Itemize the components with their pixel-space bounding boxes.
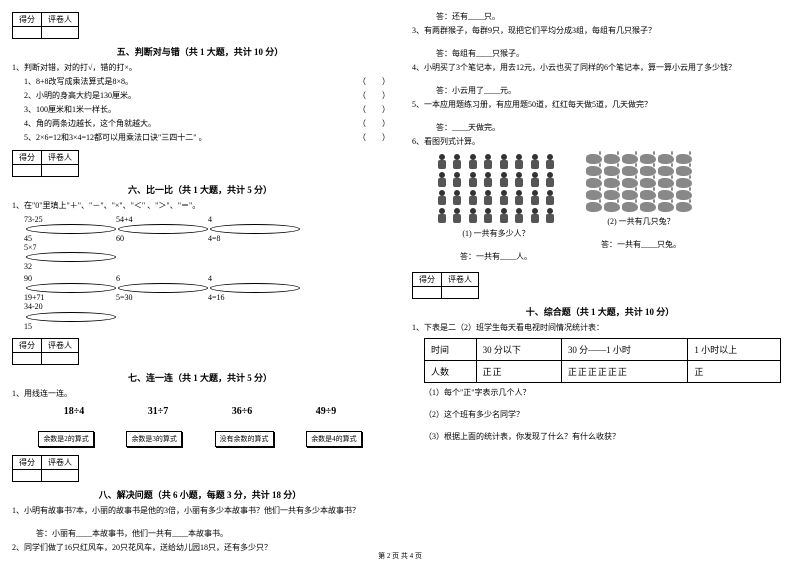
cap2: (2) 一共有几只兔？ xyxy=(586,216,696,227)
right-a3: 答：每组有____只猴子。 xyxy=(412,48,788,59)
s10-sub2: （2）这个班有多少名同学？ xyxy=(412,409,788,421)
table-row: 人数 正正 正正正正正正 正 xyxy=(425,361,781,383)
s7-exprs: 18÷4 31÷7 36÷6 49÷9 xyxy=(12,406,388,417)
q6-images: (1) 一共有多少人？ 答：一共有____人。 (2) 一共有几只兔？ 答：一共… xyxy=(412,154,788,262)
scorebox-8: 得分 评卷人 xyxy=(12,455,79,482)
marker-label: 评卷人 xyxy=(42,13,79,27)
scorebox-10: 得分 评卷人 xyxy=(412,272,479,299)
score-label: 得分 xyxy=(13,13,42,27)
s10-sub1: （1）每个"正"字表示几个人？ xyxy=(412,387,788,399)
rabbit-image xyxy=(586,154,696,212)
scorebox-5: 得分 评卷人 xyxy=(12,12,79,39)
s5-item-4: 4、角的两条边越长，这个角就越大。（ ） xyxy=(12,118,388,130)
people-image xyxy=(436,154,556,224)
stats-table: 时间 30 分以下 30 分——1 小时 1 小时以上 人数 正正 正正正正正正… xyxy=(424,338,781,383)
section-8-title: 八、解决问题（共 6 小题，每题 3 分，共计 18 分） xyxy=(12,488,388,501)
ans2: 答：一共有____只兔。 xyxy=(586,239,696,250)
s7-boxes: 余数是2的算式 余数是3的算式 没有余数的算式 余数是4的算式 xyxy=(12,431,388,447)
s5-item-2: 2、小明的身高大约是130厘米。（ ） xyxy=(12,90,388,102)
s5-item-3: 3、100厘米和1米一样长。（ ） xyxy=(12,104,388,116)
ans1: 答：一共有____人。 xyxy=(436,251,556,262)
s8-q1: 1、小明有故事书7本，小丽的故事书是他的3倍，小丽有多少本故事书？他们一共有多少… xyxy=(12,505,388,517)
section-7-title: 七、连一连（共 1 大题，共计 5 分） xyxy=(12,371,388,384)
section-10-title: 十、综合题（共 1 大题，共计 10 分） xyxy=(412,305,788,318)
s5-lead: 1、判断对错，对的打√，错的打×。 xyxy=(12,62,388,74)
s10-lead: 1、下表是二（2）班学生每天看电视时间情况统计表： xyxy=(412,322,788,334)
scorebox-7: 得分 评卷人 xyxy=(12,338,79,365)
s5-item-1: 1、8+8改写成乘法算式是8×8。（ ） xyxy=(12,76,388,88)
right-a5: 答：____天做完。 xyxy=(412,122,788,133)
right-q3: 3、有两群猴子，每群9只，现把它们平均分成3组，每组有几只猴子？ xyxy=(412,25,788,37)
s6-row-2: 9019+71 65=30 44=16 34-2015 xyxy=(12,274,388,330)
cap1: (1) 一共有多少人？ xyxy=(436,228,556,239)
right-q4: 4、小明买了3个笔记本，用去12元，小云也买了同样的6个笔记本，算一算小云用了多… xyxy=(412,62,788,74)
right-q5: 5、一本应用题练习册，有应用题50道，红红每天做5道，几天做完？ xyxy=(412,99,788,111)
s5-item-5: 5、2×6=12和3×4=12都可以用乘法口诀"三四十二" 。（ ） xyxy=(12,132,388,144)
s6-lead: 1、在"0"里填上"＋"、"－"、"×"、"＜" 、"＞"、"＝"。 xyxy=(12,200,388,212)
right-a2: 答：还有____只。 xyxy=(412,11,788,22)
s6-row-1: 73-2545 54+460 44=8 5×732 xyxy=(12,215,388,271)
section-6-title: 六、比一比（共 1 大题，共计 5 分） xyxy=(12,183,388,196)
s8-a1: 答：小丽有____本故事书，他们一共有____本故事书。 xyxy=(12,528,388,539)
section-5-title: 五、判断对与错（共 1 大题，共计 10 分） xyxy=(12,45,388,58)
right-q6: 6、看图列式计算。 xyxy=(412,136,788,148)
scorebox-6: 得分 评卷人 xyxy=(12,150,79,177)
s10-sub3: （3）根据上面的统计表，你发现了什么？有什么收获？ xyxy=(412,431,788,443)
right-a4: 答：小云用了____元。 xyxy=(412,85,788,96)
table-row: 时间 30 分以下 30 分——1 小时 1 小时以上 xyxy=(425,339,781,361)
page-footer: 第 2 页 共 4 页 xyxy=(0,551,800,561)
s7-lead: 1、用线连一连。 xyxy=(12,388,388,400)
